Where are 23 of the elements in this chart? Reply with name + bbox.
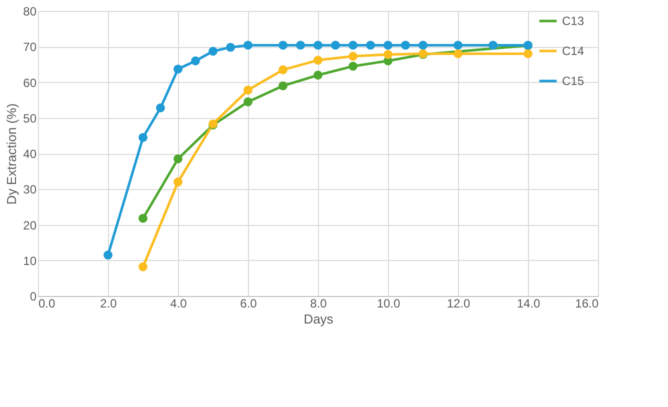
x-tick-label: 12.0 <box>446 296 470 310</box>
x-tick-label: 16.0 <box>575 296 599 310</box>
x-tick-label: 4.0 <box>170 296 188 310</box>
y-tick-label: 0 <box>30 290 37 304</box>
x-tick-label: 0.0 <box>38 296 56 310</box>
x-tick-label: 2.0 <box>100 296 118 310</box>
y-tick-label: 60 <box>23 76 37 90</box>
x-tick-label: 6.0 <box>240 296 258 310</box>
y-tick-label: 70 <box>23 40 37 54</box>
x-axis-title: Days <box>304 312 334 326</box>
legend-label: C15 <box>562 74 584 88</box>
x-tick-label: 14.0 <box>516 296 540 310</box>
y-tick-label: 20 <box>23 218 37 232</box>
y-tick-label: 10 <box>23 254 37 268</box>
legend-label: C14 <box>562 44 584 58</box>
legend-label: C13 <box>562 14 584 28</box>
y-tick-label: 30 <box>23 182 37 197</box>
x-tick-label: 10.0 <box>376 296 400 310</box>
y-tick-label: 50 <box>23 111 37 126</box>
y-tick-label: 80 <box>23 4 37 18</box>
x-tick-label: 8.0 <box>310 296 328 310</box>
y-axis-title: Dy Extraction (%) <box>4 103 20 205</box>
y-tick-label: 40 <box>23 147 37 161</box>
